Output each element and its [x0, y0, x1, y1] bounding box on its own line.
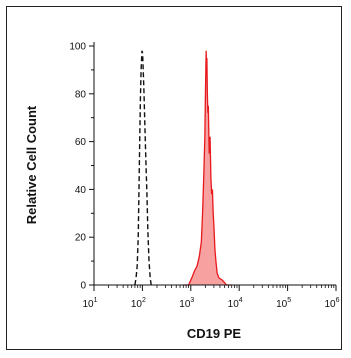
plot-area	[134, 50, 232, 286]
x-axis-label: CD19 PE	[187, 326, 242, 341]
series-0-line	[134, 50, 152, 286]
y-tick-label: 0	[80, 281, 86, 292]
y-tick-label: 100	[69, 42, 86, 53]
x-tick-label: 103	[179, 297, 194, 310]
y-tick-label: 40	[75, 185, 87, 196]
chart-frame	[6, 6, 342, 350]
x-tick-label: 102	[131, 297, 146, 310]
series-1-fill	[183, 50, 232, 285]
x-tick-label: 105	[276, 297, 291, 310]
series-1-line	[183, 50, 232, 286]
x-tick-label: 106	[324, 297, 339, 310]
x-tick-label: 101	[82, 297, 97, 310]
x-tick-label: 104	[228, 297, 243, 310]
y-tick-label: 60	[75, 137, 87, 148]
y-tick-label: 80	[75, 89, 87, 100]
y-tick-label: 20	[75, 233, 87, 244]
y-axis-label: Relative Cell Count	[24, 105, 39, 224]
axes: 0 20 40 60 80 100 101 102 103 104 105 106	[69, 42, 339, 311]
